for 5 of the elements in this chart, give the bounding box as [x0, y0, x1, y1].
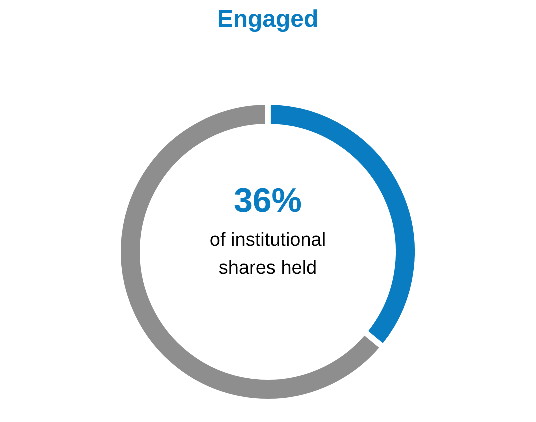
- chart-title: Engaged: [217, 6, 319, 33]
- donut-slice: [119, 103, 382, 401]
- text: shares held: [218, 258, 318, 279]
- text: of institutional: [210, 230, 326, 251]
- text: 36%: [234, 182, 302, 220]
